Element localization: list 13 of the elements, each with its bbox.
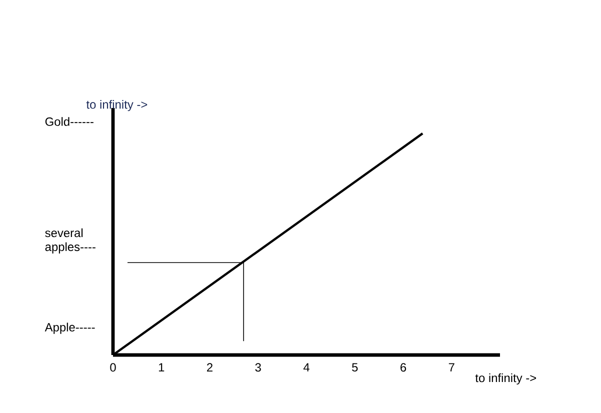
text: Gold------ <box>45 117 94 126</box>
x-tick-label: 3 <box>255 363 261 372</box>
text: several apples---- <box>45 228 96 254</box>
text: Apple----- <box>44 322 95 334</box>
x-tick-label: 6 <box>400 363 406 372</box>
x-tick-label: 2 <box>207 363 212 372</box>
x-tick-label: 5 <box>352 363 358 372</box>
x-tick-label: 4 <box>303 363 310 372</box>
x-tick-label: 7 <box>448 363 454 372</box>
x-axis-title: to infinity -> <box>475 373 536 385</box>
x-tick-label: 1 <box>158 363 164 372</box>
y-axis-title: to infinity -> <box>86 100 148 112</box>
x-tick-label: 0 <box>110 363 116 372</box>
